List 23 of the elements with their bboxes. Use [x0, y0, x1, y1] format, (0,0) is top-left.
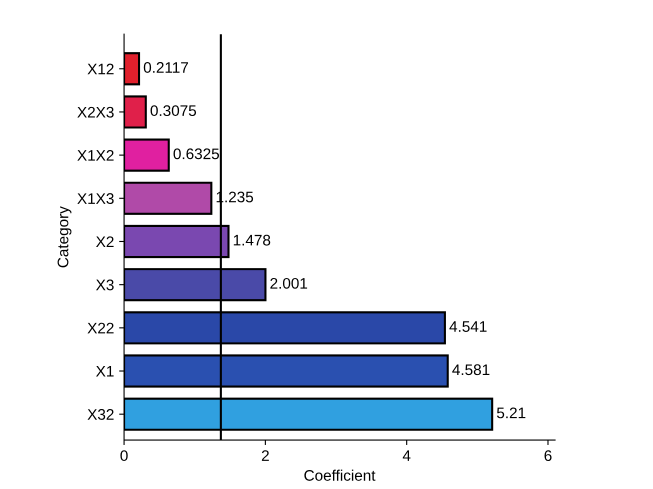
x-tick-label: 6	[544, 450, 552, 462]
y-tick-label: X1	[96, 366, 114, 377]
data-label: 4.541	[449, 321, 487, 332]
y-tick-label: X1X2	[77, 150, 114, 161]
data-label: 5.21	[496, 407, 526, 418]
x-tick-label: 0	[120, 450, 128, 462]
y-axis-title: Category	[58, 206, 72, 268]
y-tick-label: X22	[88, 322, 114, 334]
data-label: 0.2117	[144, 62, 188, 73]
y-tick-label: X12	[88, 64, 114, 74]
y-tick-label: X3	[96, 280, 114, 290]
data-label: 4.581	[452, 364, 490, 376]
y-tick-label: X2	[96, 236, 114, 248]
y-tick-label: X2X3	[77, 106, 114, 118]
x-tick-label: 2	[262, 450, 269, 461]
y-tick-label: X1X3	[77, 193, 114, 204]
x-tick-label: 4	[402, 450, 410, 461]
data-label: 0.6325	[174, 148, 220, 160]
data-label: 2.001	[270, 278, 308, 289]
y-tick-label: X32	[88, 409, 114, 420]
data-label: 0.3075	[150, 105, 196, 116]
data-label: 1.478	[234, 234, 270, 246]
x-axis-title: Coefficient	[304, 470, 376, 481]
